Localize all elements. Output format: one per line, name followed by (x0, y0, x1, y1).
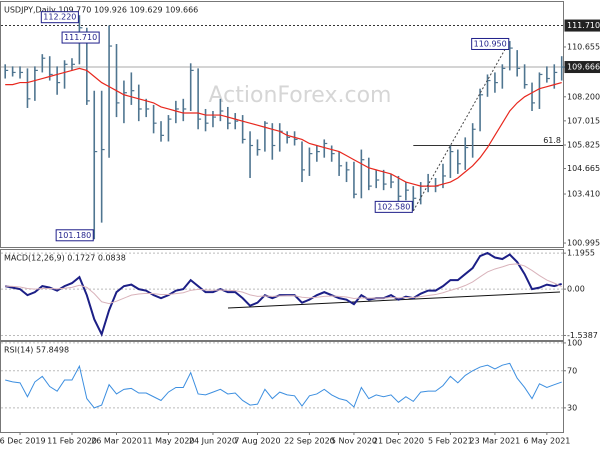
label-box (40, 11, 79, 24)
x-tick-label: 7 Aug 2020 (234, 437, 280, 446)
series-line (5, 362, 562, 409)
x-tick-label: 23 Mar 2021 (470, 437, 521, 446)
x-tick-label: 26 Mar 2020 (91, 437, 142, 446)
label-box (374, 200, 413, 213)
extreme-label: 102.580 (377, 202, 410, 211)
series-line (5, 263, 562, 305)
macd-panel (0, 249, 564, 341)
price-panel (0, 1, 564, 248)
moving-average (5, 67, 562, 187)
level-label: 109.666 (567, 63, 600, 72)
macd-trendline (227, 291, 561, 309)
y-tick-label: 103.410 (567, 190, 600, 199)
y-tick-label: 70 (567, 366, 577, 375)
y-tick-label: 100 (567, 338, 582, 347)
x-tick-label: 5 Feb 2021 (428, 437, 473, 446)
y-tick-label: 0.00 (567, 285, 585, 294)
label-box (564, 19, 600, 32)
panel-title: MACD(12,26,9) 0.1727 0.0838 (4, 254, 126, 263)
rsi-panel (0, 341, 564, 433)
x-tick-label: 24 Jun 2020 (189, 437, 237, 446)
y-tick-label: 105.825 (567, 141, 600, 150)
y-tick-label: 100.995 (567, 239, 600, 248)
y-tick-label: 107.015 (567, 116, 600, 125)
x-tick-label: 6 May 2021 (523, 437, 570, 446)
y-tick-label: 30 (567, 403, 577, 412)
series-line (5, 251, 562, 337)
x-tick-label: 11 Feb 2020 (47, 437, 97, 446)
extreme-label: 101.180 (58, 231, 91, 240)
label-box (55, 229, 94, 242)
panel-title: RSI(14) 57.8498 (4, 346, 69, 355)
label-box (564, 61, 600, 74)
fib-label: 61.8 (543, 136, 561, 145)
y-tick-label: 104.665 (567, 164, 600, 173)
label-box (61, 31, 100, 44)
x-tick-label: 26 Dec 2019 (0, 437, 46, 446)
x-tick-label: 11 May 2020 (142, 437, 194, 446)
x-tick-label: 21 Dec 2020 (373, 437, 424, 446)
y-tick-label: -1.5387 (567, 331, 598, 340)
panel-title: USDJPY,Daily 109.770 109.926 109.629 109… (4, 6, 198, 15)
y-tick-label: 110.655 (567, 42, 600, 51)
trend-line (412, 40, 511, 212)
y-tick-label: 108.200 (567, 92, 600, 101)
x-tick-label: 5 Nov 2020 (331, 437, 377, 446)
extreme-label: 112.220 (43, 13, 76, 22)
level-label: 111.710 (567, 21, 600, 30)
extreme-label: 111.710 (64, 33, 97, 42)
x-tick-label: 22 Sep 2020 (284, 437, 335, 446)
watermark: ActionForex.com (209, 83, 392, 108)
label-box (471, 37, 510, 50)
y-tick-label: 1.1955 (567, 249, 595, 258)
extreme-label: 110.950 (474, 39, 507, 48)
